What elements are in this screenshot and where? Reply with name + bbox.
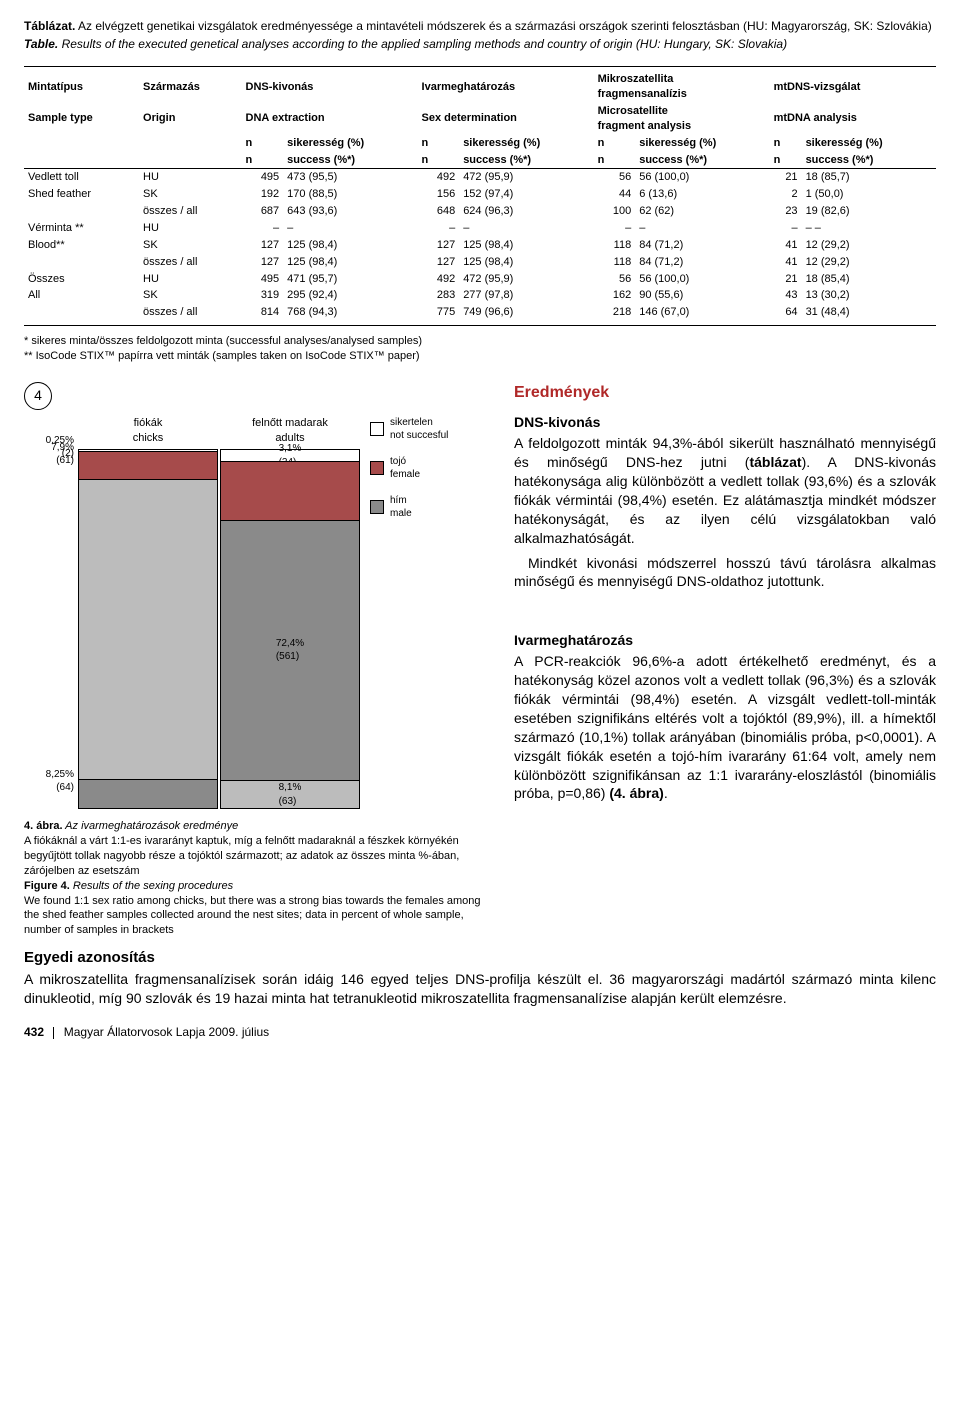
page-number: 432 bbox=[24, 1025, 44, 1039]
bar-segment: 72,4%(561) bbox=[221, 520, 359, 780]
bar-label: 8,25%(64) bbox=[34, 768, 74, 795]
para-dns-2: Mindkét kivonási módszerrel hosszú távú … bbox=[514, 554, 936, 592]
bar-segment bbox=[221, 461, 359, 520]
fig4-caption-en-bold: Figure 4. bbox=[24, 880, 70, 892]
bar-adults: felnőtt madarakadults 3,1%(24) 72,4%(561… bbox=[220, 416, 360, 810]
bar-segment bbox=[79, 451, 217, 479]
heading-egyedi: Egyedi azonosítás bbox=[24, 948, 936, 968]
results-table: MintatípusSzármazásDNS-kivonásIvarmeghat… bbox=[24, 71, 936, 321]
fig4-caption-body-hu: A fiókáknál a várt 1:1-es ivararányt kap… bbox=[24, 834, 494, 879]
fig4-caption-hu: Az ivarmeghatározások eredménye bbox=[63, 820, 239, 832]
figure-4-bars: fiókákchicks 0,25%(2) 7,9%(61) 8,25%(64)… bbox=[78, 416, 360, 810]
bar-segment bbox=[79, 779, 217, 809]
footnote-2: ** IsoCode STIX™ papírra vett minták (sa… bbox=[24, 349, 936, 364]
table-top-rule bbox=[24, 66, 936, 67]
legend-swatch bbox=[370, 500, 384, 514]
figure-4-badge: 4 bbox=[24, 382, 52, 410]
table-title: Táblázat. Az elvégzett genetikai vizsgál… bbox=[24, 18, 936, 34]
journal-name: Magyar Állatorvosok Lapja 2009. július bbox=[64, 1025, 269, 1039]
legend-label: hímmale bbox=[390, 494, 412, 521]
bar-segment: 3,1%(24) bbox=[221, 450, 359, 461]
footer-divider bbox=[53, 1027, 54, 1039]
figure-4-legend: sikertelennot succesful tojófemale hímma… bbox=[370, 416, 460, 810]
table-title-rest: Az elvégzett genetikai vizsgálatok eredm… bbox=[75, 19, 931, 33]
table-subtitle: Table. Results of the executed genetical… bbox=[24, 36, 936, 52]
table-title-bold: Táblázat. bbox=[24, 19, 75, 33]
table-bottom-rule bbox=[24, 325, 936, 326]
figure-4-caption: 4. ábra. Az ivarmeghatározások eredménye… bbox=[24, 819, 494, 938]
fig4-caption-bold: 4. ábra. bbox=[24, 820, 63, 832]
bar-segment bbox=[79, 479, 217, 778]
heading-results: Eredmények bbox=[514, 382, 936, 404]
fig4-caption-body-en: We found 1:1 sex ratio among chicks, but… bbox=[24, 894, 494, 939]
bar-label: 7,9%(61) bbox=[34, 441, 74, 468]
bar-segment: 8,1%(63) bbox=[221, 780, 359, 809]
results-text-column: Eredmények DNS-kivonás A feldolgozott mi… bbox=[514, 382, 936, 938]
legend-item: hímmale bbox=[370, 494, 460, 521]
para-egyedi: A mikroszatellita fragmensanalízisek sor… bbox=[24, 970, 936, 1008]
egyedi-section: Egyedi azonosítás A mikroszatellita frag… bbox=[24, 948, 936, 1008]
bar-head-chicks: fiókákchicks bbox=[78, 416, 218, 446]
legend-label: tojófemale bbox=[390, 455, 420, 482]
heading-dns: DNS-kivonás bbox=[514, 413, 936, 432]
fig4-caption-en: Results of the sexing procedures bbox=[70, 880, 233, 892]
legend-item: sikertelennot succesful bbox=[370, 416, 460, 443]
para-dns-1: A feldolgozott minták 94,3%-ából sikerül… bbox=[514, 434, 936, 547]
heading-ivar: Ivarmeghatározás bbox=[514, 631, 936, 650]
legend-item: tojófemale bbox=[370, 455, 460, 482]
footnote-1: * sikeres minta/összes feldolgozott mint… bbox=[24, 334, 936, 349]
page-footer: 432 Magyar Állatorvosok Lapja 2009. júli… bbox=[24, 1024, 936, 1040]
table-footnotes: * sikeres minta/összes feldolgozott mint… bbox=[24, 334, 936, 364]
legend-swatch bbox=[370, 422, 384, 436]
table-subtitle-bold: Table. bbox=[24, 37, 58, 51]
figure-4: fiókákchicks 0,25%(2) 7,9%(61) 8,25%(64)… bbox=[24, 416, 494, 938]
para-ivar: A PCR-reakciók 96,6%-a adott értékelhető… bbox=[514, 652, 936, 803]
legend-swatch bbox=[370, 461, 384, 475]
bar-chicks: fiókákchicks 0,25%(2) 7,9%(61) 8,25%(64) bbox=[78, 416, 218, 810]
table-subtitle-rest: Results of the executed genetical analys… bbox=[58, 37, 787, 51]
bar-head-adults: felnőtt madarakadults bbox=[220, 416, 360, 446]
legend-label: sikertelennot succesful bbox=[390, 416, 448, 443]
